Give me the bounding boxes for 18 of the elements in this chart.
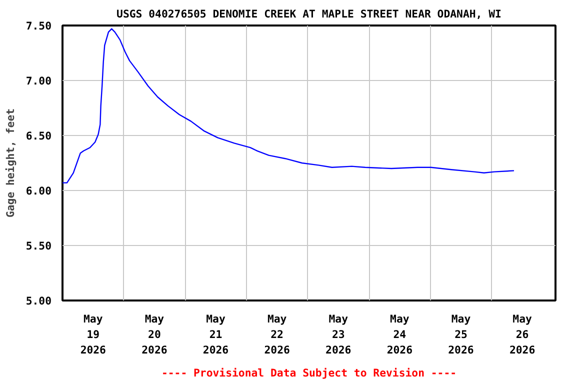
x-tick-label: May 22 2026: [264, 312, 290, 357]
y-axis-title: Gage height, feet: [4, 108, 17, 218]
y-tick-label: 6.00: [26, 184, 52, 198]
x-tick-label: May 23 2026: [326, 312, 352, 357]
x-tick-label: May 19 2026: [80, 312, 106, 357]
chart-title: USGS 040276505 DENOMIE CREEK AT MAPLE STREET NEAR ODANAH, WI: [116, 8, 502, 20]
x-tick-label: May 25 2026: [448, 312, 474, 357]
y-tick-label: 5.50: [26, 240, 52, 252]
x-tick-label: May 20 2026: [142, 312, 168, 357]
y-tick-label: 6.50: [26, 130, 52, 142]
x-tick-label: May 26 2026: [509, 312, 536, 357]
text: ---- Provisional Data Subject to Revision ----: [161, 366, 457, 380]
x-tick-label: May 21 2026: [202, 312, 229, 357]
x-tick-label: May 24 2026: [386, 312, 413, 357]
y-tick-label: 7.00: [26, 74, 52, 88]
y-tick-label: 5.00: [26, 294, 52, 308]
y-tick-label: 7.50: [26, 20, 52, 32]
line-series: [62, 28, 515, 184]
